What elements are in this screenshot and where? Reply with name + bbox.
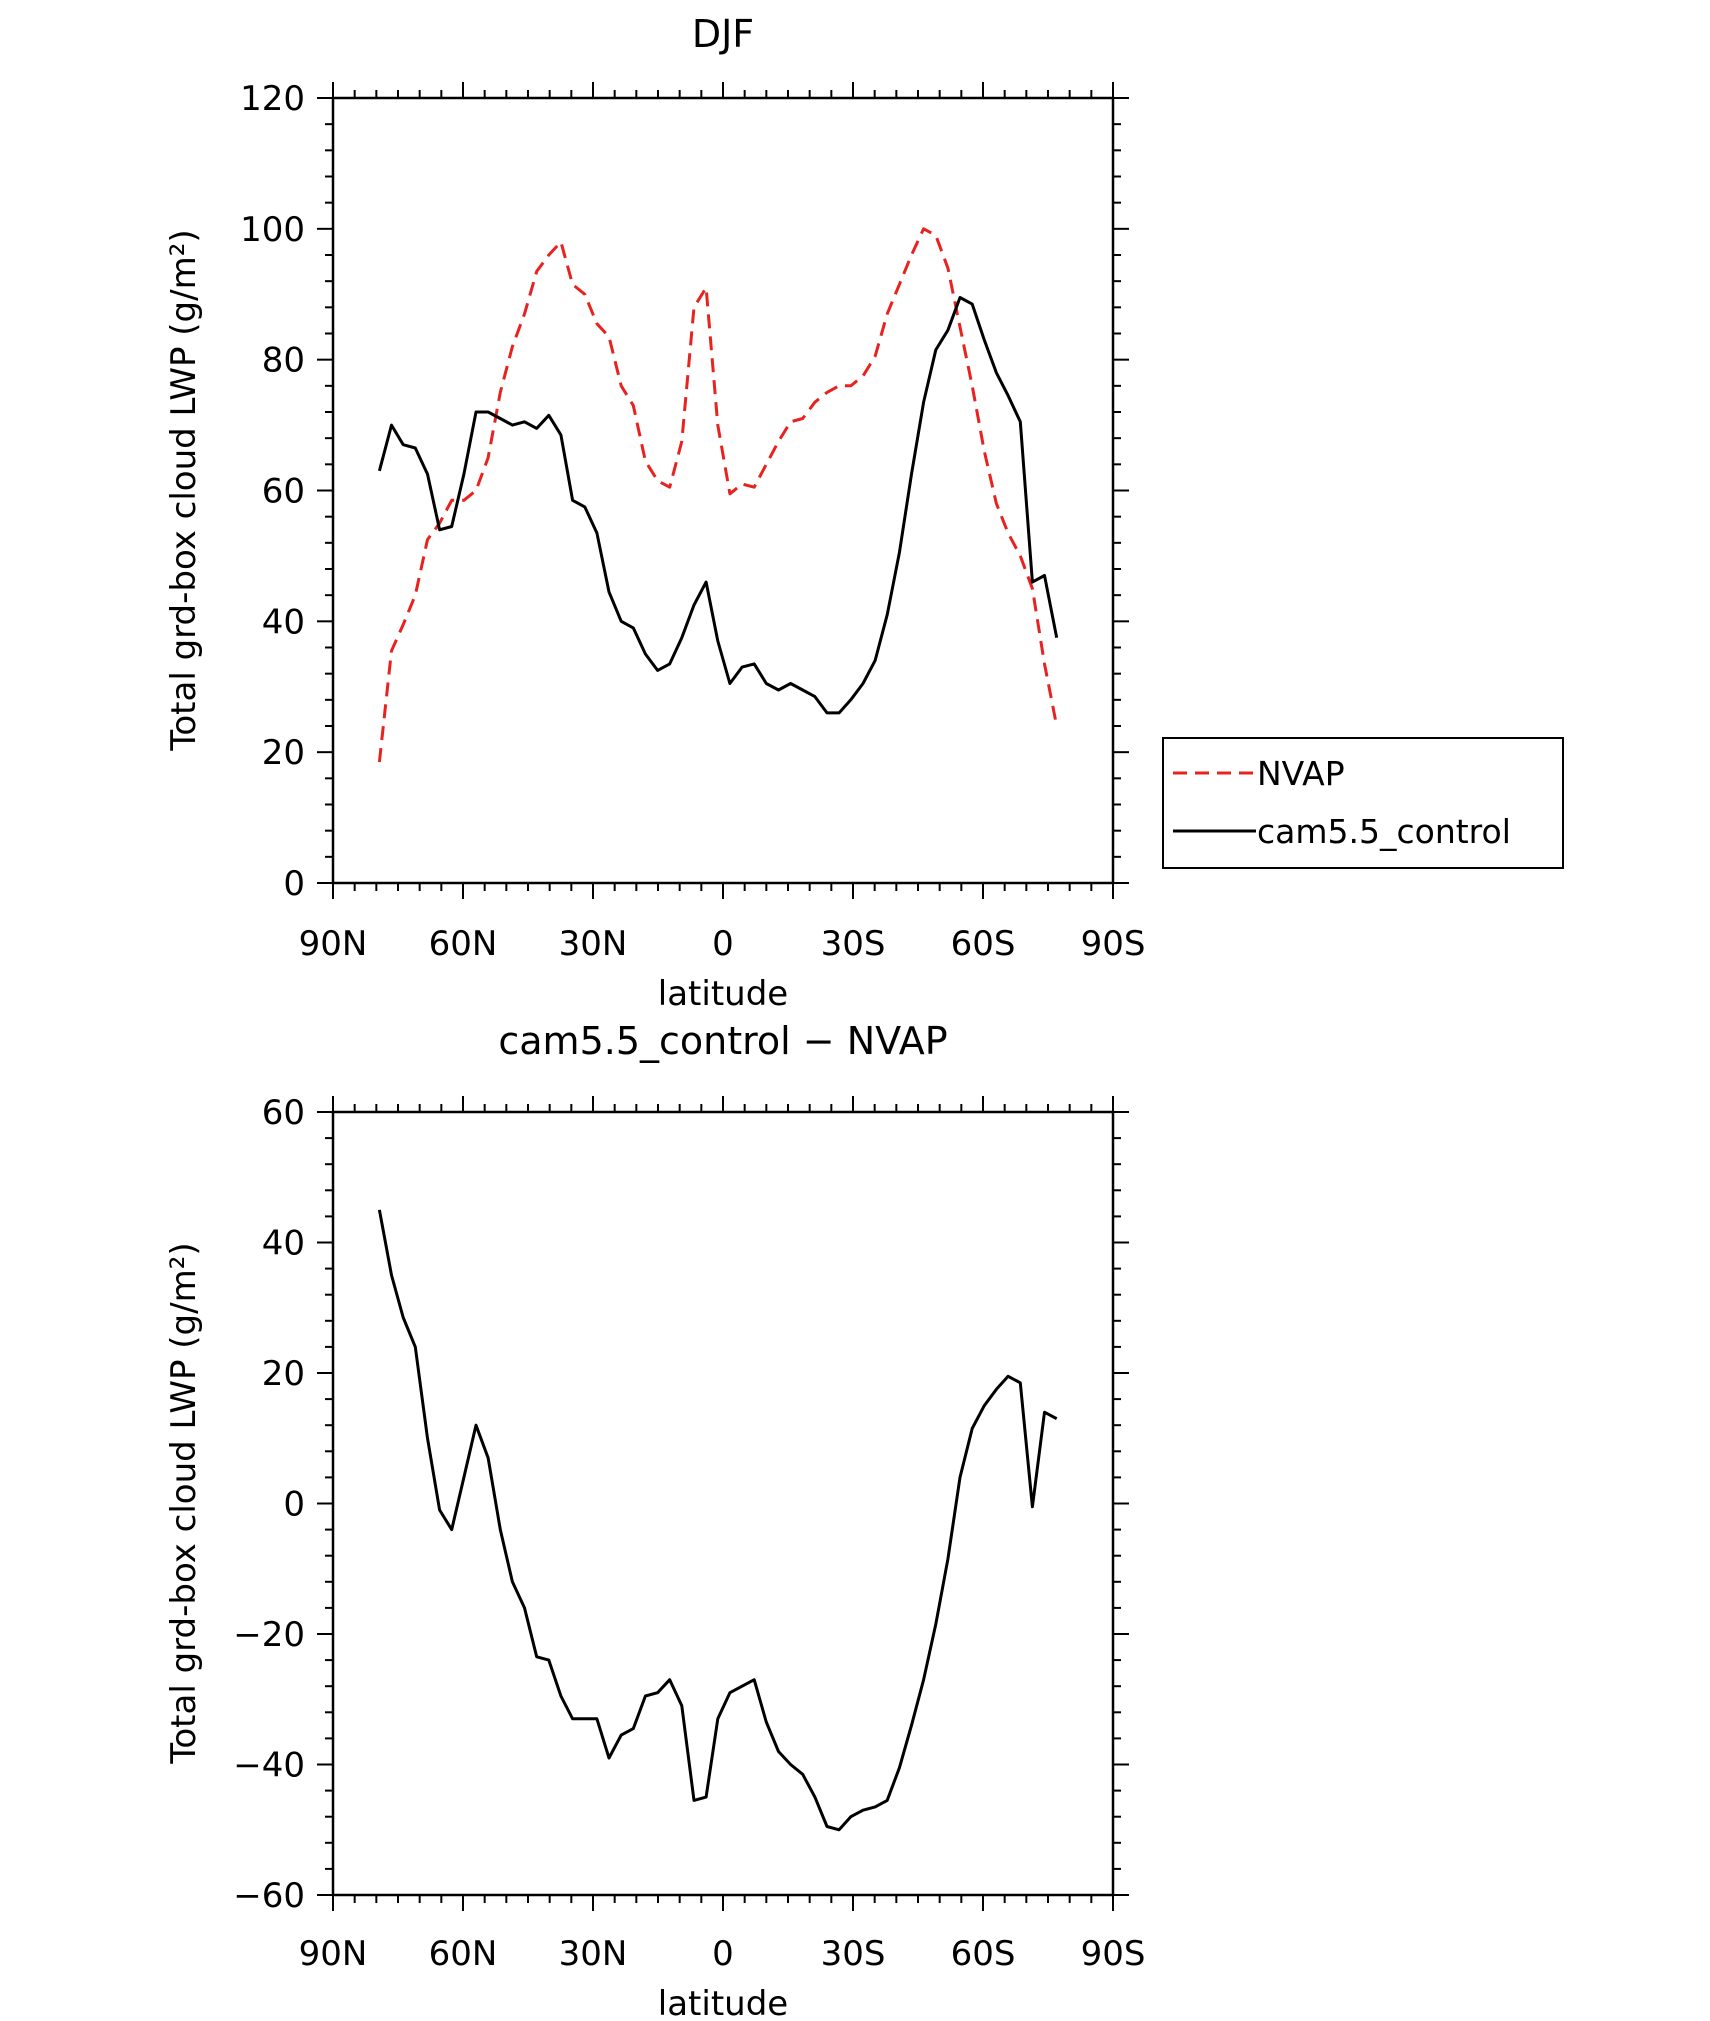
y-tick-label: 20 [262, 733, 305, 773]
y-tick-label: 40 [262, 602, 305, 642]
x-tick-label: 60S [951, 1934, 1016, 1974]
y-tick-label: 0 [283, 1485, 305, 1525]
y-tick-label: 100 [240, 210, 305, 250]
plot-frame [331, 1110, 1115, 1897]
x-tick-label: 90N [299, 1934, 368, 1974]
chart-title: cam5.5_control − NVAP [498, 1019, 947, 1063]
series-line-cam5-5-control [377, 296, 1059, 715]
series-line-difference [377, 1209, 1058, 1832]
y-axis-label: Total grd-box cloud LWP (g/m²) [164, 1242, 204, 1764]
x-tick-label: 30S [821, 1934, 886, 1974]
chart-title: DJF [692, 12, 754, 56]
x-tick-label: 90S [1081, 1934, 1146, 1974]
x-axis-label: latitude [658, 1984, 788, 2021]
x-tick-label: 60N [429, 924, 498, 964]
x-tick-label: 30N [559, 1934, 628, 1974]
x-tick-label: 0 [712, 924, 734, 964]
y-tick-label: −40 [233, 1746, 305, 1786]
y-tick-label: 60 [262, 472, 305, 512]
y-tick-label: 80 [262, 341, 305, 381]
x-tick-label: 0 [712, 1934, 734, 1974]
legend-label: NVAP [1257, 754, 1345, 793]
x-tick-label: 30S [821, 924, 886, 964]
top-panel-djf: DJF 90N 60N 30N 0 30S 60S 90S 0 20 40 60 80 100 120 lat… [164, 12, 1564, 1014]
legend: NVAP cam5.5_control [1162, 737, 1564, 869]
y-tick-label: 40 [262, 1224, 305, 1264]
x-tick-label: 60S [951, 924, 1016, 964]
x-tick-label: 60N [429, 1934, 498, 1974]
x-tick-label: 90S [1081, 924, 1146, 964]
y-tick-label: −20 [233, 1615, 305, 1655]
y-tick-label: 20 [262, 1354, 305, 1394]
legend-label: cam5.5_control [1257, 812, 1511, 851]
legend-box [1162, 737, 1564, 869]
y-tick-label: 0 [283, 864, 305, 904]
x-axis-label: latitude [658, 974, 788, 1014]
x-tick-label: 90N [299, 924, 368, 964]
bottom-panel-difference: cam5.5_control − NVAP 90N 60N 30N 0 30S 60S 90S… [164, 1019, 1145, 2021]
y-tick-label: −60 [233, 1876, 305, 1916]
plot-frame [331, 96, 1115, 885]
y-tick-label: 120 [240, 79, 305, 119]
x-tick-label: 30N [559, 924, 628, 964]
series-line-nvap [377, 227, 1059, 763]
y-axis-label: Total grd-box cloud LWP (g/m²) [164, 229, 204, 751]
y-tick-label: 60 [262, 1093, 305, 1133]
